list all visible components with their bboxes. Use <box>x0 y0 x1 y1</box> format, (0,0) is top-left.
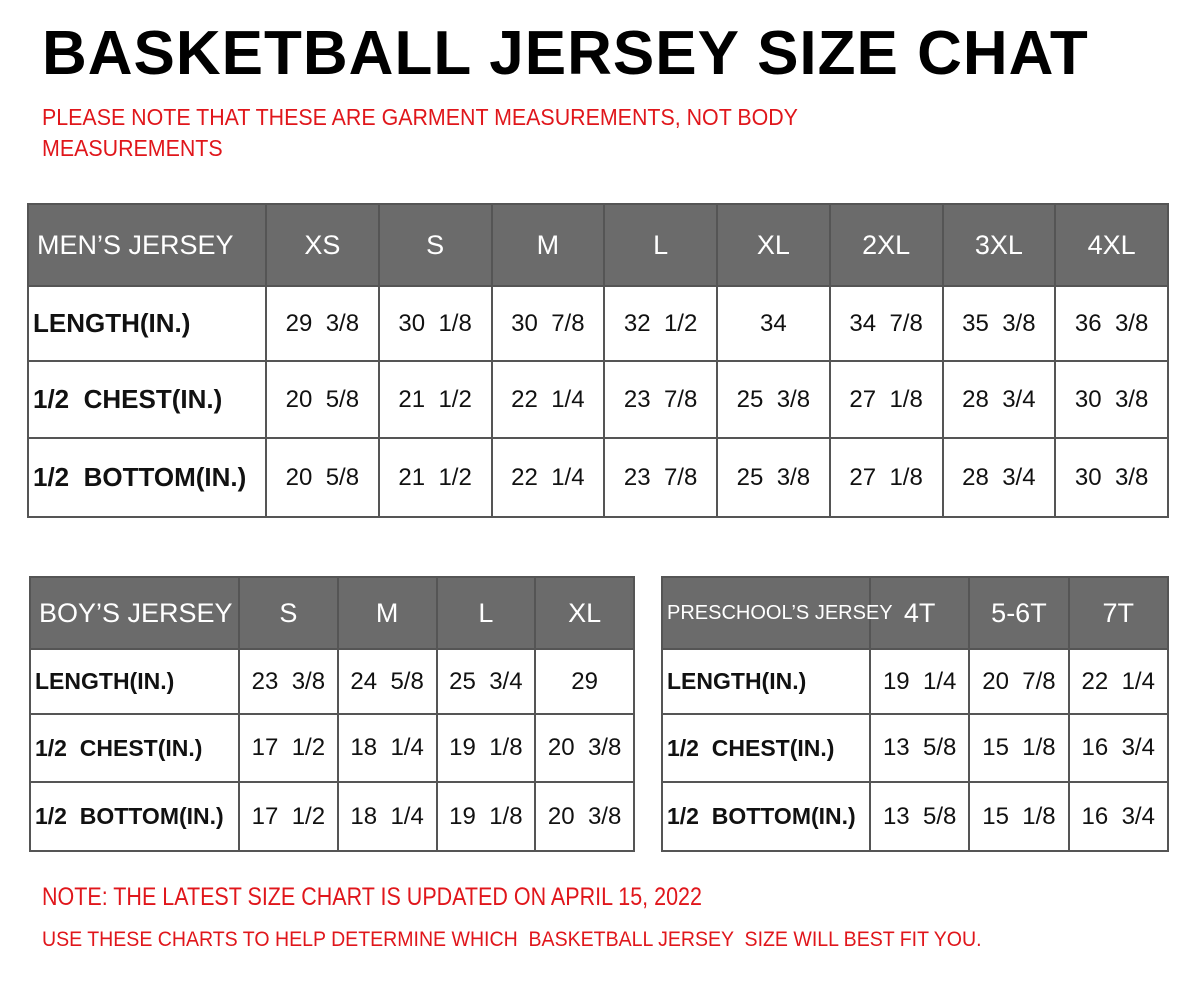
header-row: MEN’S JERSEY XS S M L XL 2XL 3XL 4XL <box>27 203 1169 287</box>
measurement-value-cell: 23 3/8 <box>238 648 339 715</box>
boys-jersey-table: BOY’S JERSEY S M L XL LENGTH(IN.) 23 3/8 24 5/8… <box>29 576 635 852</box>
measurement-value-cell: 19 1/8 <box>435 781 537 852</box>
measurement-label-cell: 1/2 CHEST(IN.) <box>27 360 267 439</box>
size-header-cell: 4T <box>868 576 971 650</box>
measurement-value-cell: 27 1/8 <box>828 437 944 518</box>
measurement-value-cell: 19 1/8 <box>435 713 537 783</box>
mens-jersey-table: MEN’S JERSEY XS S M L XL 2XL 3XL 4XL LENGTH(IN.) 2… <box>27 203 1169 518</box>
table-row: LENGTH(IN.) 19 1/4 20 7/8 22 1/4 <box>661 648 1169 715</box>
measurement-value-cell: 36 3/8 <box>1054 285 1169 362</box>
table-title-cell: BOY’S JERSEY <box>29 576 240 650</box>
measurement-label-cell: 1/2 CHEST(IN.) <box>29 713 240 783</box>
measurement-label-cell: LENGTH(IN.) <box>27 285 267 362</box>
measurement-value-cell: 27 1/8 <box>828 360 944 439</box>
measurement-value-cell: 25 3/8 <box>716 437 831 518</box>
measurement-value-cell: 13 5/8 <box>868 713 971 783</box>
size-header-cell: 7T <box>1067 576 1169 650</box>
measurement-value-cell: 15 1/8 <box>968 713 1070 783</box>
measurement-value-cell: 20 3/8 <box>534 781 635 852</box>
measurement-value-cell: 35 3/8 <box>941 285 1057 362</box>
table-title-cell: MEN’S JERSEY <box>27 203 267 287</box>
size-header-cell: L <box>435 576 537 650</box>
measurement-value-cell: 32 1/2 <box>603 285 718 362</box>
measurement-value-cell: 25 3/4 <box>435 648 537 715</box>
table-row: 1/2 BOTTOM(IN.) 13 5/8 15 1/8 16 3/4 <box>661 781 1169 852</box>
measurement-value-cell: 25 3/8 <box>716 360 831 439</box>
measurement-value-cell: 30 1/8 <box>377 285 493 362</box>
measurement-value-cell: 20 5/8 <box>265 360 380 439</box>
measurement-value-cell: 13 5/8 <box>868 781 971 852</box>
garment-note: PLEASE NOTE THAT THESE ARE GARMENT MEASU… <box>42 104 798 161</box>
measurement-label-cell: 1/2 BOTTOM(IN.) <box>27 437 267 518</box>
table-row: 1/2 CHEST(IN.) 13 5/8 15 1/8 16 3/4 <box>661 713 1169 783</box>
table-row: LENGTH(IN.) 23 3/8 24 5/8 25 3/4 29 <box>29 648 635 715</box>
preschool-jersey-table: PRESCHOOL’S JERSEY 4T 5-6T 7T LENGTH(IN.) 19 … <box>661 576 1169 852</box>
measurement-value-cell: 19 1/4 <box>868 648 971 715</box>
table-row: 1/2 BOTTOM(IN.) 17 1/2 18 1/4 19 1/8 20 3/8 <box>29 781 635 852</box>
size-header-cell: XS <box>265 203 380 287</box>
measurement-value-cell: 30 3/8 <box>1054 360 1169 439</box>
measurement-value-cell: 15 1/8 <box>968 781 1070 852</box>
size-header-cell: M <box>490 203 606 287</box>
measurement-value-cell: 28 3/4 <box>941 437 1057 518</box>
table-row: 1/2 CHEST(IN.) 17 1/2 18 1/4 19 1/8 20 3/8 <box>29 713 635 783</box>
measurement-value-cell: 22 1/4 <box>490 360 606 439</box>
table-row: LENGTH(IN.) 29 3/8 30 1/8 30 7/8 32 1/2 34 34 … <box>27 285 1169 362</box>
measurement-value-cell: 29 3/8 <box>265 285 380 362</box>
header-row: BOY’S JERSEY S M L XL <box>29 576 635 650</box>
measurement-value-cell: 23 7/8 <box>603 360 718 439</box>
size-header-cell: 3XL <box>941 203 1057 287</box>
measurement-value-cell: 22 1/4 <box>490 437 606 518</box>
measurement-value-cell: 20 3/8 <box>534 713 635 783</box>
measurement-value-cell: 30 3/8 <box>1054 437 1169 518</box>
measurement-value-cell: 34 7/8 <box>828 285 944 362</box>
measurement-label-cell: LENGTH(IN.) <box>29 648 240 715</box>
size-header-cell: S <box>377 203 493 287</box>
size-header-cell: S <box>238 576 339 650</box>
measurement-label-cell: 1/2 BOTTOM(IN.) <box>29 781 240 852</box>
measurement-value-cell: 34 <box>716 285 831 362</box>
measurement-value-cell: 17 1/2 <box>238 713 339 783</box>
measurement-value-cell: 24 5/8 <box>336 648 438 715</box>
measurement-label-cell: LENGTH(IN.) <box>661 648 871 715</box>
size-header-cell: 4XL <box>1054 203 1169 287</box>
size-header-cell: XL <box>534 576 635 650</box>
size-header-cell: XL <box>716 203 831 287</box>
measurement-value-cell: 28 3/4 <box>941 360 1057 439</box>
measurement-value-cell: 29 <box>534 648 635 715</box>
size-header-cell: M <box>336 576 438 650</box>
measurement-value-cell: 17 1/2 <box>238 781 339 852</box>
measurement-value-cell: 21 1/2 <box>377 360 493 439</box>
measurement-label-cell: 1/2 BOTTOM(IN.) <box>661 781 871 852</box>
measurement-value-cell: 23 7/8 <box>603 437 718 518</box>
measurement-value-cell: 18 1/4 <box>336 713 438 783</box>
table-row: 1/2 BOTTOM(IN.) 20 5/8 21 1/2 22 1/4 23 7/8 2… <box>27 437 1169 518</box>
measurement-value-cell: 20 7/8 <box>968 648 1070 715</box>
page-title: BASKETBALL JERSEY SIZE CHAT <box>42 19 1089 88</box>
measurement-value-cell: 20 5/8 <box>265 437 380 518</box>
measurement-label-cell: 1/2 CHEST(IN.) <box>661 713 871 783</box>
size-header-cell: 5-6T <box>968 576 1070 650</box>
size-header-cell: 2XL <box>828 203 944 287</box>
measurement-value-cell: 21 1/2 <box>377 437 493 518</box>
table-title-cell: PRESCHOOL’S JERSEY <box>661 576 893 650</box>
update-note: NOTE: THE LATEST SIZE CHART IS UPDATED O… <box>42 883 702 911</box>
measurement-value-cell: 16 3/4 <box>1067 713 1169 783</box>
table-row: 1/2 CHEST(IN.) 20 5/8 21 1/2 22 1/4 23 7/8 25… <box>27 360 1169 439</box>
measurement-value-cell: 30 7/8 <box>490 285 606 362</box>
header-row: PRESCHOOL’S JERSEY 4T 5-6T 7T <box>661 576 1169 650</box>
measurement-value-cell: 22 1/4 <box>1067 648 1169 715</box>
size-header-cell: L <box>603 203 718 287</box>
measurement-value-cell: 18 1/4 <box>336 781 438 852</box>
measurement-value-cell: 16 3/4 <box>1067 781 1169 852</box>
fit-advice: USE THESE CHARTS TO HELP DETERMINE WHICH… <box>42 928 982 951</box>
